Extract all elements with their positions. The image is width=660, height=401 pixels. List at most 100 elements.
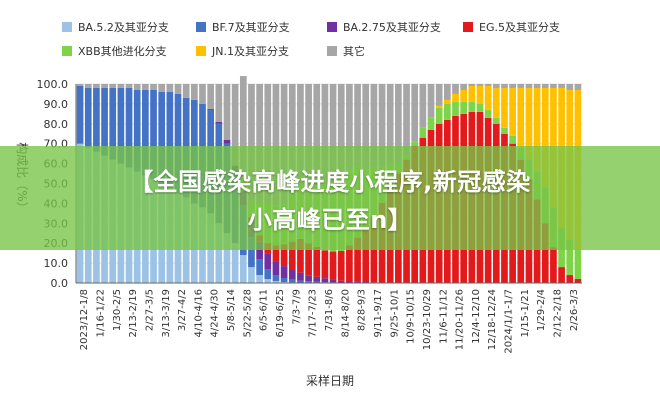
- legend-label: BF.7及其亚分支: [212, 21, 290, 34]
- bar-segment: [93, 84, 100, 88]
- bar-segment: [256, 259, 263, 276]
- x-tick-label: 8/28-9/3: [357, 289, 368, 331]
- bar-segment: [199, 84, 206, 104]
- x-tick-label: 10/23-10/29: [422, 289, 433, 350]
- bar-segment: [288, 84, 296, 194]
- bar-segment: [76, 85, 84, 144]
- bar-segment: [158, 84, 166, 92]
- x-tick-label: 2/13-2/19: [128, 289, 139, 338]
- bar-segment: [150, 84, 157, 90]
- x-tick-label: 10/9-10/15: [406, 289, 417, 344]
- y-tick-label: 0.0: [51, 277, 69, 290]
- bar-segment: [354, 237, 361, 282]
- bar-segment: [566, 239, 574, 276]
- x-tick-label: 12/4-12/10: [471, 289, 482, 344]
- bar-segment: [337, 250, 345, 281]
- bar-segment: [109, 84, 117, 88]
- banner-title-line1: 【全国感染高峰进度小程序,新冠感染: [129, 168, 531, 196]
- bar-segment: [280, 84, 288, 205]
- bar-segment: [550, 247, 557, 283]
- x-tick-label: 3/27-4/2: [177, 289, 188, 331]
- bar-segment: [354, 281, 361, 283]
- legend-item: BA.2.75及其亚分支: [327, 20, 441, 34]
- bar-segment: [460, 84, 468, 90]
- x-tick-label: 5/8-5/14: [226, 289, 237, 331]
- legend-label: BA.2.75及其亚分支: [343, 21, 441, 34]
- x-tick-label: 2024/1/1-1/7: [504, 289, 515, 354]
- bar-segment: [288, 279, 296, 283]
- x-tick-label: 4/10-4/16: [193, 289, 204, 338]
- legend-label: JN.1及其亚分支: [212, 45, 289, 58]
- bar-segment: [117, 87, 125, 164]
- bar-segment: [574, 279, 582, 283]
- bar-segment: [223, 139, 231, 144]
- banner-title-line2: 小高峰已至n】: [247, 206, 413, 234]
- bar-segment: [566, 84, 574, 90]
- legend-swatch: [62, 22, 72, 32]
- bar-segment: [329, 251, 337, 280]
- bar-segment: [313, 84, 321, 186]
- bar-segment: [305, 243, 312, 276]
- bar-segment: [468, 101, 476, 112]
- bar-segment: [288, 269, 296, 280]
- bar-segment: [313, 276, 321, 282]
- x-tick-label: 9/25-10/1: [389, 289, 400, 338]
- legend: BA.5.2及其亚分支 BF.7及其亚分支 BA.2.75及其亚分支 EG.5及其亚分…: [0, 0, 660, 70]
- bar-segment: [215, 121, 223, 124]
- bar-segment: [517, 87, 525, 148]
- bar-segment: [321, 84, 329, 185]
- bar-segment: [321, 278, 329, 283]
- y-tick-label: 100.0: [37, 78, 69, 91]
- bar-segment: [142, 89, 149, 176]
- legend-swatch: [196, 46, 206, 56]
- bar-segment: [272, 245, 280, 262]
- bar-segment: [452, 84, 459, 94]
- x-tick-label: 2/12-2/18: [553, 289, 564, 338]
- bar-segment: [386, 84, 394, 164]
- legend-label: BA.5.2及其亚分支: [78, 21, 169, 34]
- bar-segment: [509, 84, 516, 88]
- legend-item: XBB其他进化分支: [62, 44, 167, 58]
- bar-segment: [435, 105, 443, 108]
- x-tick-label: 6/19-6/25: [275, 289, 286, 338]
- bar-segment: [362, 84, 370, 169]
- bar-segment: [419, 127, 427, 138]
- x-tick-label: 7/31-8/6: [324, 289, 335, 331]
- bar-segment: [248, 267, 255, 283]
- bar-segment: [239, 76, 247, 182]
- bar-segment: [476, 85, 484, 104]
- bar-segment: [501, 84, 508, 88]
- bar-segment: [517, 84, 525, 88]
- bar-segment: [125, 87, 133, 168]
- bar-segment: [84, 84, 92, 88]
- bar-segment: [443, 99, 451, 104]
- bar-segment: [215, 223, 223, 283]
- bar-segment: [231, 243, 239, 283]
- bar-segment: [427, 117, 435, 130]
- x-tick-label: 2023/12-1/8: [79, 289, 90, 350]
- x-tick-label: 8/14-8/20: [340, 289, 351, 338]
- bar-segment: [215, 84, 223, 122]
- x-tick-label: 9/11-9/17: [373, 289, 384, 338]
- bar-segment: [142, 84, 149, 90]
- legend-swatch: [196, 22, 206, 32]
- bar-segment: [395, 84, 402, 164]
- x-tick-label: 1/15-1/21: [520, 289, 531, 338]
- bar-segment: [297, 280, 304, 283]
- bar-segment: [468, 85, 476, 102]
- bar-segment: [280, 244, 288, 267]
- bar-segment: [346, 245, 353, 282]
- bar-segment: [182, 84, 190, 98]
- bar-segment: [346, 281, 353, 283]
- bar-segment: [533, 87, 541, 172]
- bar-segment: [566, 275, 574, 283]
- bar-segment: [525, 84, 533, 88]
- bar-segment: [460, 101, 468, 114]
- legend-item: 其它: [327, 44, 365, 58]
- bar-segment: [378, 84, 386, 168]
- bar-segment: [272, 275, 280, 282]
- bar-segment: [174, 84, 182, 94]
- x-tick-labels: 2023/12-1/8 1/16-1/22 1/30-2/5 2/13-2/19 2/2…: [79, 289, 580, 354]
- bar-segment: [174, 93, 182, 194]
- bar-segment: [272, 281, 280, 283]
